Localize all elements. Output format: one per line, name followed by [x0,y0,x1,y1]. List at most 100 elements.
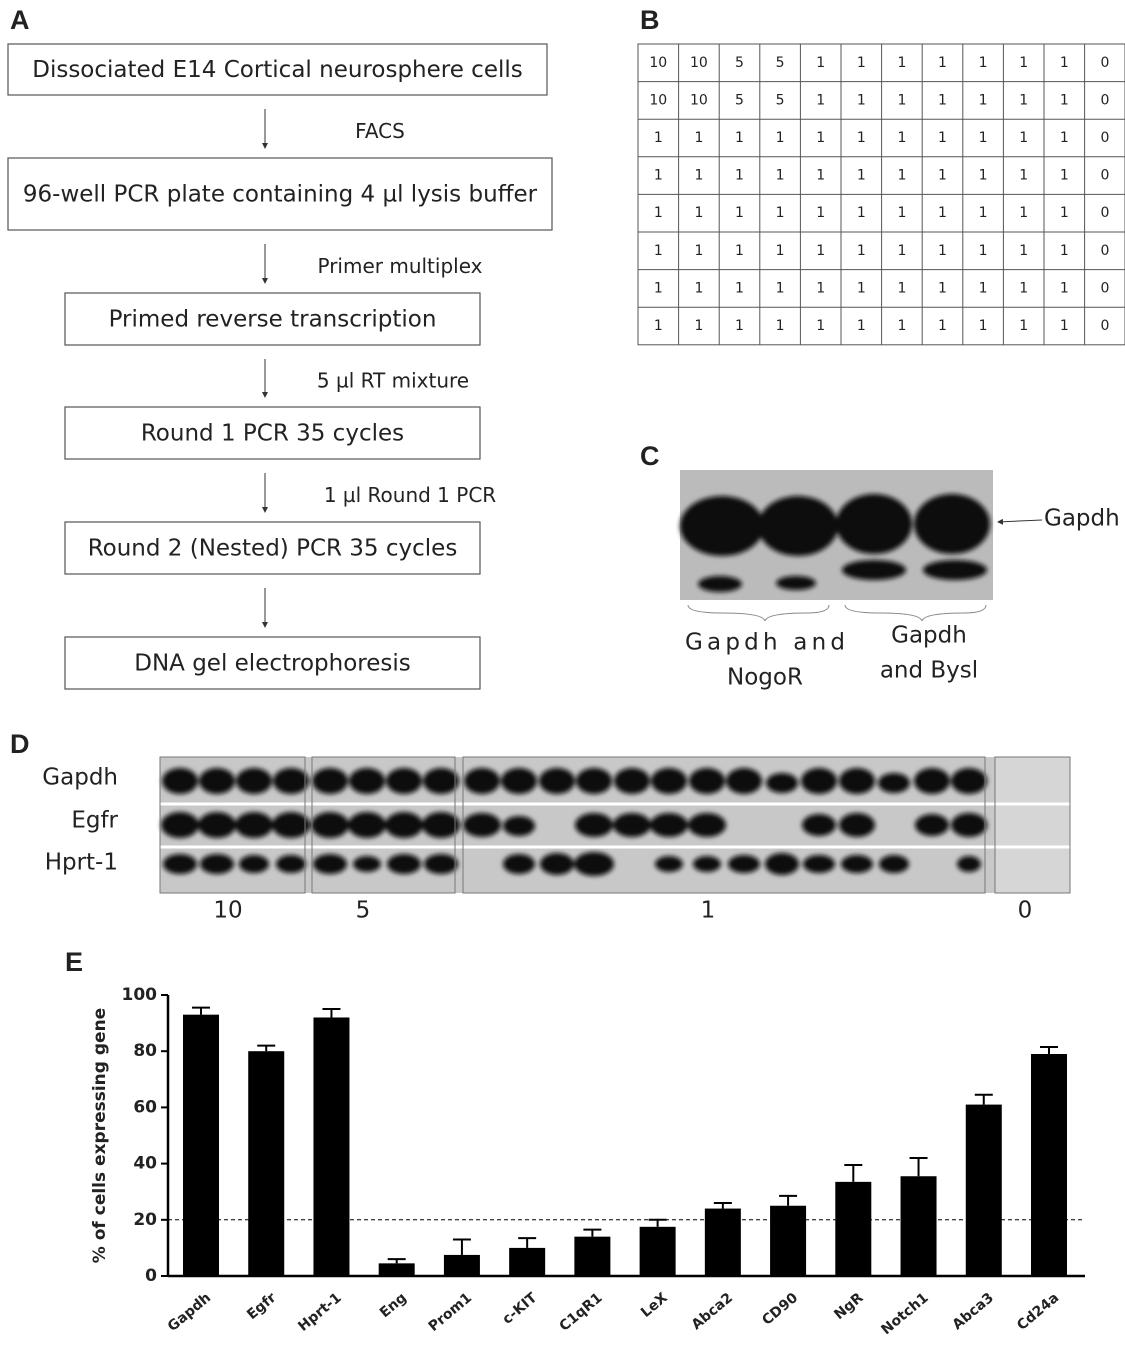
table-cell: 1 [1060,243,1069,259]
row-label: Hprt-1 [45,850,118,876]
group-label: 10 [213,898,242,924]
y-tick-label: 100 [122,985,158,1005]
bar [1031,1054,1067,1276]
table-cell: 1 [654,243,663,259]
table-cell: 1 [1019,130,1028,146]
transition-label: Primer multiplex [317,254,482,278]
x-tick-label: Eng [377,1290,410,1321]
table-cell: 1 [897,280,906,296]
group-label: NogoR [727,665,803,691]
group-label: 1 [701,898,716,924]
table-cell: 1 [816,205,825,221]
row-label: Gapdh [42,765,118,791]
x-tick-label: Hprt-1 [295,1290,344,1335]
x-tick-label: C1qR1 [557,1290,606,1335]
table-cell: 1 [694,280,703,296]
table-cell: 0 [1100,55,1109,71]
panel-label: B [640,5,660,35]
table-cell: 1 [735,168,744,184]
figure: A Dissociated E14 Cortical neurosphere c… [0,0,1125,1346]
x-tick-label: Abca3 [950,1290,997,1333]
table-cell: 1 [1019,55,1028,71]
table-cell: 1 [654,318,663,334]
table-cell: 1 [938,55,947,71]
table-cell: 10 [649,92,667,108]
table-cell: 1 [1060,55,1069,71]
table-cell: 1 [897,130,906,146]
x-tick-label: NgR [831,1290,866,1323]
table-cell: 1 [857,243,866,259]
table-cell: 1 [735,243,744,259]
bar [835,1182,871,1276]
table-cell: 1 [1019,280,1028,296]
bar [509,1248,545,1276]
table-cell: 5 [735,92,744,108]
group-label: Gapdh [891,623,967,649]
table-cell: 1 [897,318,906,334]
table-cell: 1 [938,130,947,146]
panel-label: C [640,441,660,471]
table-cell: 5 [735,55,744,71]
group-label: 5 [356,898,371,924]
table-cell: 0 [1100,168,1109,184]
table-cell: 1 [979,243,988,259]
table-cell: 1 [1019,92,1028,108]
table-cell: 1 [857,318,866,334]
table-cell: 10 [690,55,708,71]
table-cell: 1 [938,205,947,221]
x-tick-label: Prom1 [426,1290,475,1335]
table-cell: 1 [979,92,988,108]
table-cell: 1 [816,280,825,296]
panel-b: B 10105511111110101055111111101111111111… [638,5,1125,345]
panel-a: A Dissociated E14 Cortical neurosphere c… [8,5,552,689]
x-tick-label: Notch1 [878,1290,931,1338]
y-tick-label: 20 [133,1210,157,1230]
table-cell: 1 [857,205,866,221]
table-cell: 1 [897,205,906,221]
table-cell: 1 [776,318,785,334]
step-text: DNA gel electrophoresis [134,651,411,677]
bar [640,1227,676,1276]
x-tick-label: c-KIT [500,1290,541,1328]
group-label: 0 [1018,898,1033,924]
step-text: Round 1 PCR 35 cycles [141,421,404,447]
table-cell: 0 [1100,318,1109,334]
table-cell: 1 [776,205,785,221]
band-label: Gapdh [1044,506,1120,532]
panel-label: D [10,729,30,759]
bar [705,1209,741,1276]
bar [183,1015,219,1276]
table-cell: 1 [694,205,703,221]
table-cell: 1 [979,205,988,221]
x-tick-label: Egfr [244,1290,279,1323]
bar [966,1105,1002,1276]
transition-label: FACS [355,119,405,143]
table-cell: 1 [1060,130,1069,146]
table-cell: 1 [1060,280,1069,296]
table-cell: 1 [654,168,663,184]
table-cell: 1 [857,130,866,146]
panel-label: A [10,5,30,35]
table-cell: 1 [816,318,825,334]
gel-empty [995,757,1070,893]
arrow [998,520,1042,522]
table-cell: 1 [816,92,825,108]
table-cell: 1 [654,205,663,221]
bar [444,1255,480,1276]
table-cell: 1 [857,55,866,71]
bar [248,1051,284,1276]
transition-label: 1 µl Round 1 PCR [324,483,496,507]
table-cell: 1 [938,168,947,184]
bar [379,1263,415,1276]
x-tick-label: Gapdh [165,1290,214,1335]
table-cell: 1 [979,168,988,184]
table-cell: 1 [1060,318,1069,334]
table-cell: 1 [897,168,906,184]
table-cell: 1 [735,130,744,146]
y-tick-label: 0 [145,1266,157,1286]
row-label: Egfr [71,808,118,834]
table-cell: 1 [694,168,703,184]
table-cell: 1 [897,55,906,71]
